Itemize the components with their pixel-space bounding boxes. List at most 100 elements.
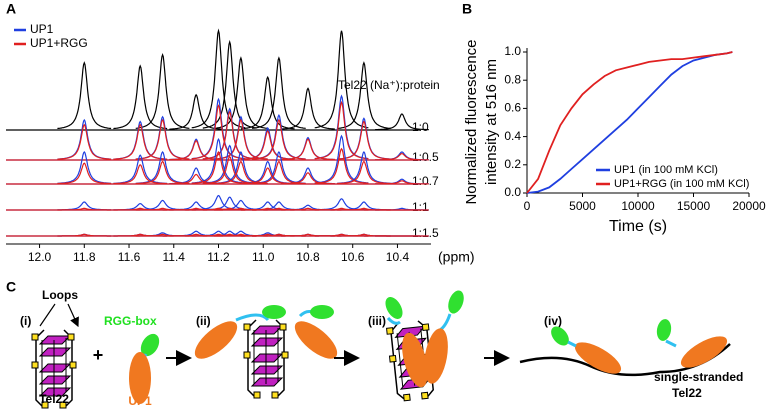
rgg-label: RGG-box (104, 314, 157, 328)
peak (57, 207, 112, 211)
peak (191, 151, 246, 184)
x-tick-label: 20000 (732, 199, 766, 213)
peak (281, 87, 335, 130)
peak (57, 162, 112, 185)
up1 (129, 352, 151, 404)
y-axis-label: Normalized fluorescence (463, 39, 480, 204)
up1 (424, 328, 448, 384)
annotation: Tel22 (Na⁺):protein (338, 78, 440, 92)
x-tick-label: 10.4 (386, 250, 410, 264)
x-tick-label: 11.8 (73, 250, 96, 264)
tel22-label: Tel22 (39, 392, 69, 406)
rgg-box (551, 326, 569, 346)
panel-label: B (462, 1, 472, 17)
peak (314, 233, 369, 237)
peak (314, 100, 369, 160)
peak (113, 164, 168, 185)
peak (202, 39, 257, 129)
y-tick-label: 0.4 (504, 129, 521, 143)
rgg-box (262, 305, 286, 319)
peak (113, 233, 168, 237)
single-stranded-label: Tel22 (672, 386, 702, 400)
x-axis-label: (ppm) (438, 249, 475, 265)
y-tick-label: 0.6 (504, 101, 521, 115)
single-stranded-label: single-stranded (654, 370, 743, 384)
x-tick-label: 11.2 (207, 250, 230, 264)
legend-label: UP1 (30, 22, 54, 36)
up1 (294, 321, 338, 359)
diagram: (i) Loops Tel22 + RGG-box UP1 (ii) (iii)… (20, 288, 743, 409)
peak (213, 56, 268, 129)
plus: + (93, 345, 104, 365)
peak (314, 147, 369, 184)
line (526, 51, 733, 194)
x-tick-label: 11.6 (118, 250, 141, 264)
legend-label: UP1 (in 100 mM KCl) (614, 164, 718, 176)
x-tick-label: 11.0 (252, 250, 275, 264)
x-tick-label: 10.6 (341, 250, 365, 264)
peak (314, 30, 369, 129)
linker (567, 340, 577, 348)
panel-label: C (6, 279, 16, 295)
rgg-box (448, 290, 464, 314)
peak (202, 155, 257, 184)
peak (281, 172, 335, 185)
rgg-box (385, 297, 403, 319)
x-tick-label: 10000 (621, 199, 655, 213)
trace-label: 1:0 (412, 120, 429, 134)
peak (375, 152, 429, 161)
legend-label: UP1+RGG (in 100 mM KCl) (614, 178, 749, 190)
y-axis-label: intensity at 516 nm (483, 59, 500, 185)
peak (191, 104, 246, 160)
panel-label: A (6, 1, 16, 17)
trace-label: 1:0.7 (412, 174, 439, 188)
rgg-box (656, 319, 672, 341)
x-axis-label: Time (s) (609, 218, 667, 235)
g-quadruplex (243, 319, 289, 399)
y-tick-label: 0.2 (504, 157, 521, 171)
up1 (194, 321, 238, 359)
legend-label: UP1+RGG (30, 36, 88, 50)
step-label: (i) (20, 314, 31, 328)
line (526, 51, 733, 194)
peak (281, 138, 335, 161)
peak (57, 61, 112, 130)
arrow (39, 303, 78, 326)
x-tick-label: 5000 (569, 199, 596, 213)
peak (252, 56, 306, 129)
x-tick-label: 15000 (677, 199, 711, 213)
rgg-box (310, 305, 334, 319)
up1 (402, 332, 428, 388)
up1 (574, 342, 622, 374)
x-tick-label: 10.8 (296, 250, 320, 264)
peak (57, 233, 112, 237)
peak (113, 64, 168, 130)
peak (375, 113, 429, 131)
peak (240, 130, 295, 160)
peak (135, 52, 190, 129)
y-tick-label: 0.0 (504, 185, 521, 199)
up1 (680, 336, 728, 368)
y-tick-label: 0.8 (504, 72, 521, 86)
peak (135, 118, 190, 160)
peak (240, 75, 295, 130)
peak (337, 160, 391, 185)
x-tick-label: 12.0 (28, 250, 52, 264)
peak (113, 123, 168, 160)
peak (314, 207, 369, 211)
step-label: (iv) (544, 314, 562, 328)
x-tick-label: 11.4 (163, 250, 186, 264)
trace-label: 1:1 (412, 200, 429, 214)
peak (337, 120, 391, 160)
step-label: (ii) (196, 314, 211, 328)
up1-label: UP1 (128, 394, 152, 408)
peak (191, 138, 246, 184)
x-tick-label: 0 (524, 199, 531, 213)
peak (57, 151, 112, 184)
rgg-box (140, 333, 160, 357)
peak (375, 180, 429, 185)
trace-label: 1:0.5 (412, 150, 439, 164)
step-label: (iii) (368, 314, 386, 328)
peak (57, 123, 112, 160)
